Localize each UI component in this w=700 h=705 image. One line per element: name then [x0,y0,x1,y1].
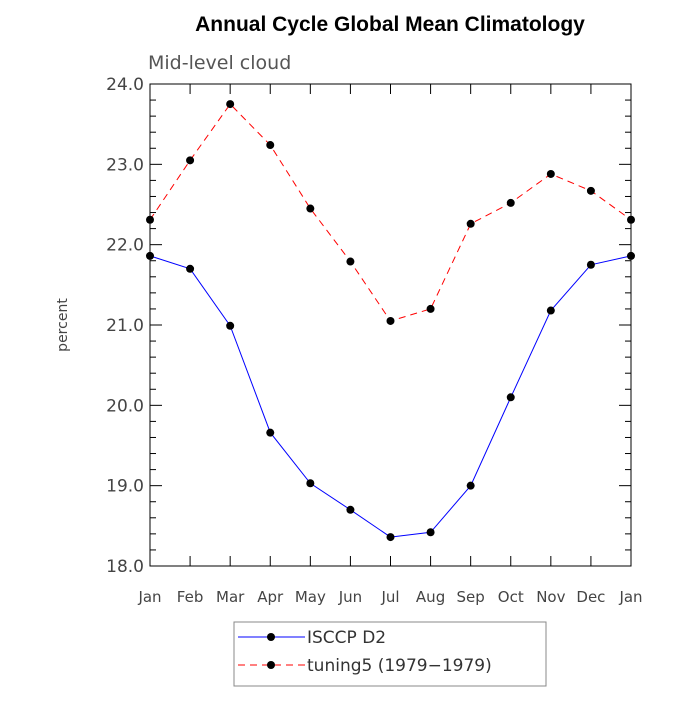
data-point [627,215,635,224]
y-tick-label: 21.0 [106,316,144,336]
data-point [306,479,315,488]
data-point [546,169,555,178]
y-tick-labels: 18.0 19.0 20.0 21.0 22.0 23.0 24.0 [106,75,144,577]
data-point [426,304,435,313]
x-tick-label: Jan [618,588,642,606]
data-point [546,306,555,315]
x-tick-label: Mar [216,588,245,606]
x-tick-label: Feb [177,588,204,606]
data-point [346,505,355,514]
legend-label-tuning5: tuning5 (1979−1979) [307,656,492,676]
data-point [146,215,154,224]
y-tick-label: 20.0 [106,396,144,416]
x-tick-label: Sep [457,588,485,606]
data-point [226,321,235,330]
data-point [426,528,435,537]
series-group [146,100,635,542]
y-tick-label: 24.0 [106,75,144,95]
data-point [266,428,275,437]
x-tick-label: Jan [137,588,161,606]
x-tick-label: May [295,588,326,606]
legend-marker-tuning5 [267,661,275,669]
data-point [386,316,395,325]
x-tick-label: Jun [338,588,362,606]
data-point [266,141,275,150]
series-line-0 [149,255,632,538]
x-tick-label: Aug [416,588,445,606]
x-tick-label: Nov [536,588,565,606]
data-point [586,260,595,269]
legend-box [233,621,547,687]
data-point [466,219,475,228]
data-point [226,100,235,109]
x-tick-label: Jul [380,588,399,606]
y-tick-label: 19.0 [106,477,144,497]
plot-frame [149,83,632,567]
data-point [146,251,154,260]
data-point [466,481,475,490]
y-tick-label: 23.0 [106,155,144,175]
axis-ticks [149,83,632,567]
data-point [586,186,595,195]
legend: ISCCP D2 tuning5 (1979−1979) [233,621,547,687]
data-point [627,251,635,260]
series-line-1 [149,103,632,322]
y-tick-label: 18.0 [106,557,144,577]
legend-label-isccp: ISCCP D2 [307,628,386,648]
data-point [506,393,515,402]
x-tick-label: Dec [576,588,605,606]
data-point [186,264,195,273]
x-tick-labels: Jan Feb Mar Apr May Jun Jul Aug Sep Oct Nov Dec Jan [137,588,642,606]
data-point [346,257,355,266]
x-tick-label: Apr [257,588,284,606]
y-axis-label: percent [55,298,71,352]
data-point [186,156,195,165]
chart-title: Annual Cycle Global Mean Climatology [195,13,585,36]
data-point [506,198,515,207]
legend-marker-isccp [267,633,275,641]
data-point [306,204,315,213]
y-tick-label: 22.0 [106,236,144,256]
chart-subtitle: Mid-level cloud [148,52,291,74]
x-tick-label: Oct [498,588,524,606]
data-point [386,533,395,542]
